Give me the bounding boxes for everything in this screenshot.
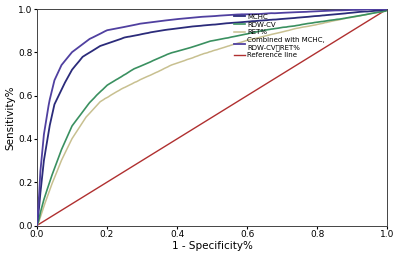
Legend: MCHC, RDW-CV, RET%, Combined with MCHC,
RDW-CV，RET%, Reference line: MCHC, RDW-CV, RET%, Combined with MCHC, … bbox=[233, 13, 326, 60]
Y-axis label: Sensitivity%: Sensitivity% bbox=[6, 85, 16, 150]
X-axis label: 1 - Specificity%: 1 - Specificity% bbox=[172, 241, 252, 251]
